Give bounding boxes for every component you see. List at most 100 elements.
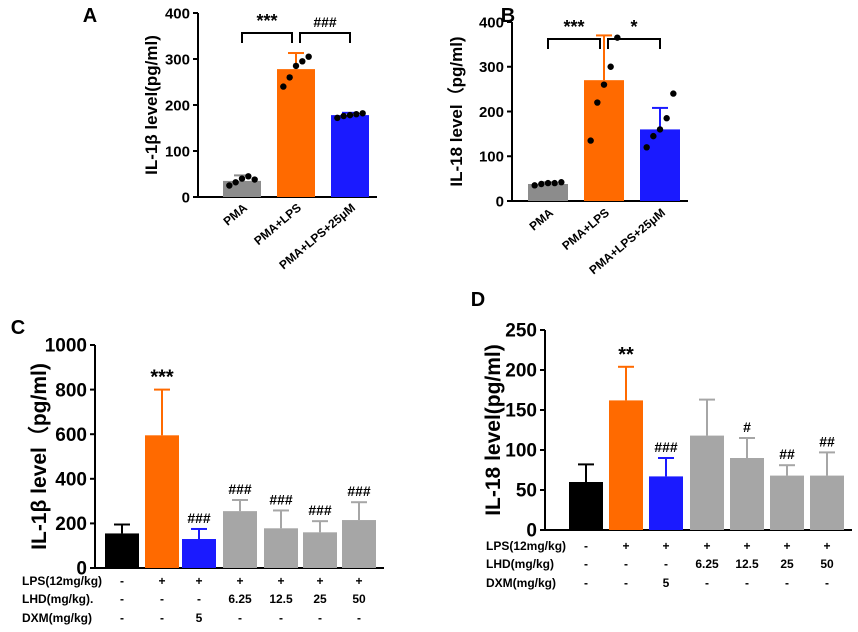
panel-c-row-value: +: [355, 574, 362, 588]
panel-b-data-point: [587, 137, 594, 144]
panel-c-y-tick-label: 1000: [45, 336, 87, 357]
panel-d-significance-label: ##: [779, 446, 795, 462]
panel-d-row-value: -: [745, 576, 749, 590]
panel-b-y-tick-label: 400: [479, 14, 504, 31]
panel-b-data-point: [594, 99, 601, 106]
panel-a-data-point: [353, 111, 360, 118]
panel-d-y-tick-label: 250: [505, 321, 537, 342]
panel-d-row-value: +: [783, 539, 790, 553]
panel-c-y-tick-label: 400: [55, 469, 87, 490]
panel-b-y-tick-label: 300: [479, 59, 504, 76]
panel-c-letter: C: [11, 317, 25, 339]
panel-c-significance-label: ###: [308, 502, 332, 518]
panel-d-significance-label: ##: [819, 433, 835, 449]
panel-a-letter: A: [83, 5, 97, 27]
panel-b-data-point: [600, 81, 608, 88]
panel-c-row-label: DXM(mg/kg): [22, 611, 92, 625]
panel-d-bar: [609, 400, 643, 530]
panel-d-row-value: 12.5: [735, 557, 759, 571]
panel-a-data-point: [292, 62, 300, 70]
panel-c-bar: [342, 520, 376, 568]
panel-c-significance-label: ###: [269, 491, 293, 507]
panel-c-bar: [223, 511, 257, 568]
panel-a-data-point: [226, 182, 233, 189]
panel-d-row-value: +: [703, 539, 710, 553]
panel-b-data-point: [663, 115, 670, 122]
panel-c-row-value: -: [120, 592, 124, 606]
panel-a-data-point: [334, 114, 341, 122]
panel-a-y-tick-label: 200: [165, 97, 190, 114]
panel-a-data-point: [251, 176, 258, 183]
panel-d-y-tick-label: 200: [505, 361, 537, 382]
panel-a-data-point: [245, 173, 252, 180]
panel-b-data-point: [607, 63, 614, 70]
panel-d-row-value: -: [584, 557, 588, 571]
panel-b-y-tick-label: 0: [496, 193, 504, 210]
panel-a-bar: [223, 180, 261, 197]
panel-d-row-label: LPS(12mg/kg): [486, 539, 566, 553]
panel-a-bar: [277, 69, 315, 197]
panel-c-row-value: -: [197, 592, 201, 606]
panel-c-y-tick-label: 800: [55, 380, 87, 401]
panel-d-y-tick-label: 150: [505, 401, 537, 422]
panel-a-data-point: [299, 58, 306, 65]
panel-a-data-point: [359, 110, 366, 117]
panel-c-row-value: 5: [196, 611, 203, 625]
panel-c-y-tick-label: 200: [55, 514, 87, 535]
panel-c-row-label: LPS(12mg/kg): [22, 574, 102, 588]
panel-c-significance-label: ***: [150, 367, 174, 389]
panel-a-y-tick-label: 0: [182, 189, 190, 206]
panel-a-y-label: IL-1β level(pg/ml): [142, 35, 161, 175]
panel-c-row-label: LHD(mg/kg).: [22, 592, 93, 606]
panel-d-row-value: 25: [780, 557, 794, 571]
panel-a-data-point: [340, 112, 347, 120]
panel-b-bar: [528, 183, 568, 201]
panel-a-data-point: [238, 175, 246, 182]
panel-c-row-value: -: [120, 611, 124, 625]
panel-c-bar: [105, 533, 139, 568]
panel-c-significance-label: ###: [347, 483, 371, 499]
panel-a-bracket: [241, 32, 293, 43]
panel-d-bar: [810, 475, 844, 530]
panel-c-row-value: +: [236, 574, 243, 588]
panel-a-bracket: [299, 32, 351, 43]
panel-b-data-point: [544, 179, 552, 187]
panel-d-row-value: 50: [820, 557, 834, 571]
panel-d-row-value: +: [743, 539, 750, 553]
panel-c-significance-label: ###: [187, 510, 211, 526]
panel-d-row-value: -: [785, 576, 789, 590]
panel-c-bar: [264, 528, 298, 568]
panel-c-bar: [182, 539, 216, 568]
panel-c-row-value: 25: [313, 592, 327, 606]
panel-d-bar: [690, 435, 724, 530]
panel-d-row-value: -: [584, 576, 588, 590]
panel-b-data-point: [538, 180, 545, 188]
panel-c-y-label: IL-1β level（pg/ml): [27, 363, 51, 550]
panel-d-row-value: -: [705, 576, 709, 590]
panel-d-bar: [770, 475, 804, 530]
panel-d-row-value: -: [664, 557, 668, 571]
panel-c-row-value: -: [238, 611, 242, 625]
panel-a-bracket-label: ***: [256, 11, 277, 31]
panel-c-row-value: -: [318, 611, 322, 625]
panel-d-y-tick-label: 0: [526, 521, 537, 542]
panel-b-bracket: [547, 38, 601, 49]
panel-c-row-value: -: [120, 574, 124, 588]
panel-c-y-tick-label: 0: [76, 559, 87, 580]
panel-d-bar: [649, 476, 683, 530]
panel-c-row-value: +: [195, 574, 202, 588]
panel-c-significance-label: ###: [228, 481, 252, 497]
panel-a-data-point: [305, 53, 312, 60]
panel-d-significance-label: **: [618, 344, 634, 366]
panel-d-row-value: -: [624, 576, 628, 590]
panel-b-data-point: [551, 179, 558, 187]
panel-d-row-value: -: [825, 576, 829, 590]
panel-d-row-value: -: [624, 557, 628, 571]
panel-d-row-value: +: [662, 539, 669, 553]
panel-b-data-point: [670, 90, 677, 97]
panel-c-bar: [145, 435, 179, 568]
panel-d-y-tick-label: 100: [505, 441, 537, 462]
panel-c-row-value: -: [279, 611, 283, 625]
panel-a-bar: [331, 115, 369, 197]
panel-a-data-point: [232, 179, 239, 186]
